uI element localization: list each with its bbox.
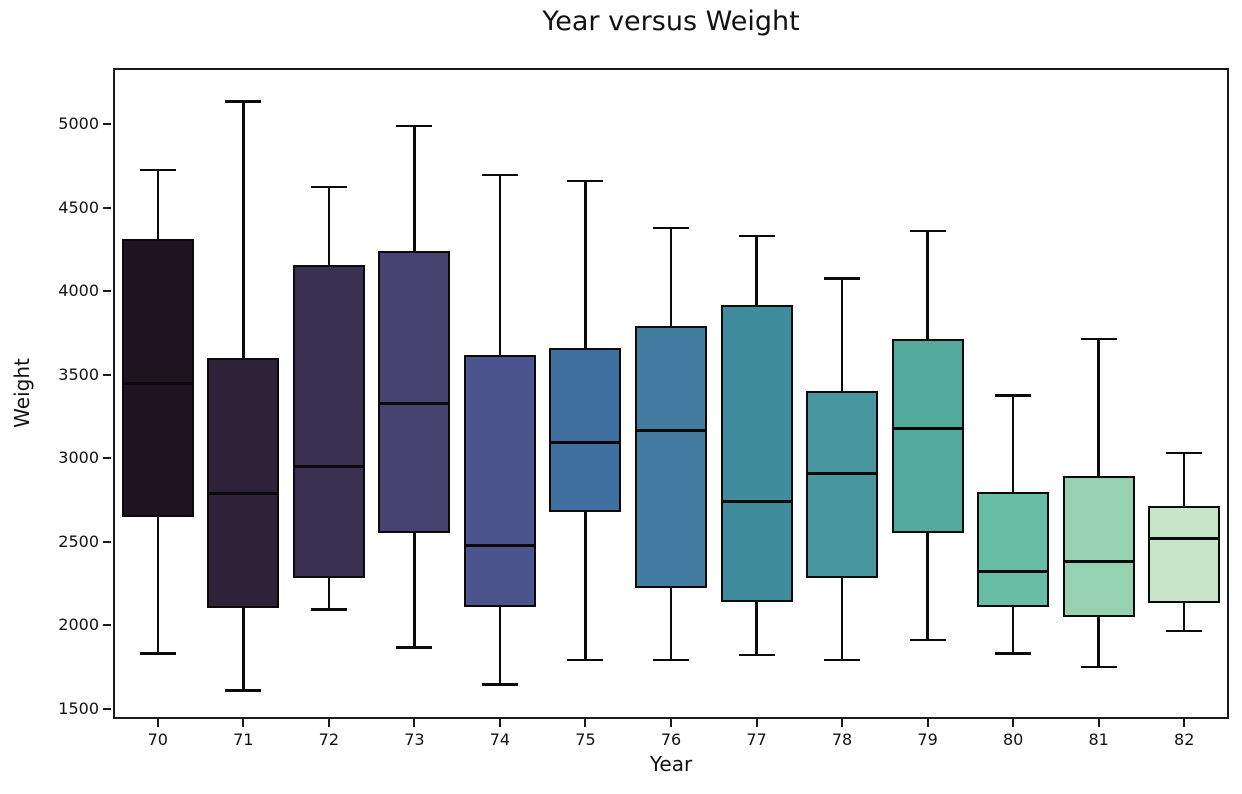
whisker-cap-high: [738, 234, 775, 238]
y-tick-mark: [103, 290, 111, 293]
whisker-cap-high: [567, 179, 604, 183]
whisker-cap-high: [396, 124, 433, 128]
y-tick-mark: [103, 540, 111, 543]
median-line-71: [207, 491, 280, 495]
x-tick-mark: [156, 719, 159, 727]
whisker-cap-high: [653, 226, 689, 230]
x-tick-label: 73: [404, 730, 425, 749]
boxplot-box-79: [891, 338, 964, 534]
whisker-cap-low: [481, 683, 518, 686]
median-line-72: [292, 465, 365, 469]
x-tick-mark: [841, 719, 844, 727]
boxplot-box-71: [207, 358, 280, 609]
whisker-cap-low: [653, 658, 689, 662]
whisker-cap-high: [310, 185, 347, 189]
x-tick-label: 82: [1174, 730, 1195, 749]
y-tick-label: 4000: [58, 281, 99, 301]
x-tick-label: 71: [233, 730, 254, 749]
median-line-76: [635, 429, 707, 433]
whisker-cap-low: [1080, 665, 1117, 669]
x-tick-label: 74: [489, 730, 511, 749]
median-line-79: [891, 426, 964, 430]
y-tick-label: 5000: [58, 114, 99, 134]
median-line-70: [121, 381, 194, 385]
chart-title: Year versus Weight: [542, 6, 800, 37]
whisker-cap-high: [139, 168, 176, 172]
median-line-80: [977, 570, 1050, 574]
y-tick-label: 3500: [58, 364, 99, 384]
boxplot-box-77: [720, 304, 793, 602]
y-tick-label: 2000: [58, 615, 99, 635]
x-tick-mark: [670, 719, 672, 727]
x-tick-label: 78: [831, 730, 853, 749]
x-tick-label: 77: [746, 730, 767, 749]
median-line-78: [806, 471, 879, 475]
x-tick-mark: [1097, 719, 1100, 727]
whisker-cap-high: [481, 173, 518, 177]
y-tick-label: 2500: [58, 531, 99, 551]
boxplot-box-82: [1148, 505, 1221, 604]
boxplot-box-78: [806, 391, 879, 579]
y-tick-mark: [103, 373, 111, 376]
whisker-cap-low: [824, 658, 861, 662]
boxplot-box-80: [977, 492, 1050, 607]
boxplot-box-81: [1062, 475, 1135, 617]
x-tick-label: 81: [1088, 730, 1109, 749]
whisker-cap-low: [1166, 629, 1203, 633]
boxplot-box-72: [292, 264, 365, 579]
y-tick-mark: [103, 457, 111, 460]
median-line-82: [1148, 536, 1221, 540]
x-tick-label: 76: [660, 730, 682, 749]
whisker-cap-high: [1166, 451, 1203, 455]
y-tick-label: 4500: [58, 197, 99, 217]
whisker-cap-high: [1080, 337, 1117, 341]
median-line-73: [378, 401, 451, 405]
x-tick-mark: [327, 719, 330, 727]
x-tick-label: 72: [318, 730, 340, 749]
boxplot-box-74: [463, 354, 536, 607]
x-tick-mark: [584, 719, 587, 727]
x-tick-mark: [926, 719, 929, 727]
y-tick-mark: [103, 624, 111, 627]
x-tick-mark: [242, 719, 245, 727]
x-tick-label: 75: [575, 730, 596, 749]
x-axis-label: Year: [649, 752, 693, 776]
y-tick-label: 3000: [58, 448, 99, 468]
median-line-75: [549, 440, 622, 444]
x-tick-label: 80: [1002, 730, 1024, 749]
x-tick-label: 79: [917, 730, 938, 749]
whisker-cap-high: [995, 394, 1032, 397]
boxplot-box-75: [549, 348, 622, 512]
median-line-74: [463, 543, 536, 547]
boxplot-box-73: [378, 251, 451, 534]
whisker-cap-high: [824, 277, 861, 280]
boxplot-box-70: [121, 239, 194, 517]
whisker-cap-low: [567, 658, 604, 662]
whisker-cap-low: [310, 608, 347, 611]
plot-area: 5000 4500 4000 3500 3000 2500 2000 1500 70 71 72 73…: [58, 68, 1229, 749]
whisker-cap-low: [909, 638, 946, 642]
whisker-cap-low: [995, 652, 1032, 655]
x-tick-mark: [413, 719, 416, 727]
median-line-77: [720, 500, 793, 504]
y-tick-mark: [103, 123, 111, 126]
whisker-cap-low: [738, 653, 775, 657]
x-tick-mark: [498, 719, 501, 727]
whisker-cap-high: [909, 229, 946, 233]
whisker-cap-low: [396, 646, 433, 649]
y-tick-label: 1500: [58, 698, 99, 718]
median-line-81: [1062, 560, 1135, 564]
y-tick-mark: [103, 707, 111, 710]
boxplot-box-76: [635, 326, 707, 589]
whisker-cap-low: [225, 689, 262, 692]
whisker-cap-low: [139, 652, 176, 655]
x-tick-label: 70: [147, 730, 168, 749]
x-tick-mark: [1183, 719, 1186, 727]
x-tick-mark: [1012, 719, 1015, 727]
x-tick-mark: [755, 719, 758, 727]
whisker-cap-high: [225, 100, 262, 103]
y-tick-mark: [103, 206, 111, 209]
